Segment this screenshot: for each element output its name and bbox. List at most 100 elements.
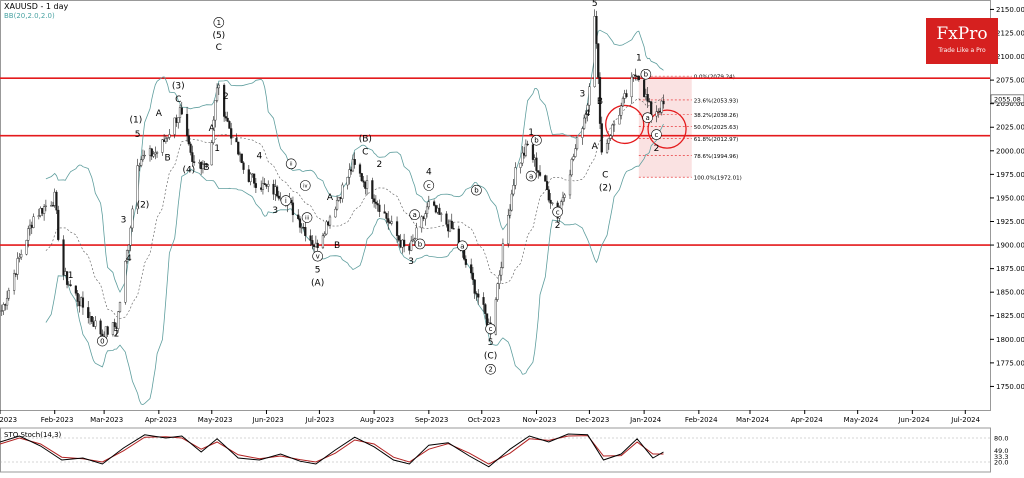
wave-label: 2 (654, 144, 660, 154)
candle-body (537, 170, 540, 173)
candle-body (140, 159, 143, 166)
wave-label: 2 (223, 92, 229, 102)
y-tick-label: 1900.00 (996, 242, 1024, 250)
candle-body (609, 135, 612, 139)
candle-body (350, 169, 353, 172)
candle-body (385, 213, 388, 219)
wave-label: c (489, 325, 493, 333)
candle-body (76, 293, 79, 302)
wave-label-circle (285, 158, 297, 170)
candle-body (55, 191, 58, 211)
candle-body (397, 235, 400, 241)
candle-body (376, 203, 379, 206)
candle-body (501, 243, 505, 268)
candle-body (321, 235, 325, 249)
fib-level-label: 61.8%(2012.97) (694, 137, 739, 143)
indicator-label: BB(20,2.0,2.0) (4, 12, 55, 20)
wave-label: (4) (182, 166, 195, 176)
candle-body (267, 183, 270, 187)
candle-body (164, 138, 167, 142)
candle-body (14, 273, 17, 275)
candle-body (7, 290, 10, 299)
candle-body (334, 208, 337, 218)
candle-body (193, 161, 196, 163)
x-tick-label: Oct-2023 (468, 416, 500, 424)
candle-body (113, 322, 116, 327)
wave-label: B (597, 97, 603, 107)
candle-body (212, 119, 215, 143)
fib-level-label: 50.0%(2025.63) (694, 125, 739, 131)
candle-body (337, 197, 340, 201)
y-tick-label: 1800.00 (996, 336, 1024, 344)
candle-body (240, 153, 243, 164)
wave-label: i (285, 197, 287, 205)
candle-body (32, 216, 35, 228)
candle-body (662, 100, 665, 105)
fxpro-logo: FxPro Trade Like a Pro (926, 18, 998, 64)
x-tick-label: Apr-2023 (145, 416, 177, 424)
x-tick-label: Feb-2024 (685, 416, 718, 424)
candle-body (13, 273, 16, 291)
candle-body (150, 148, 153, 157)
candle-body (600, 123, 603, 153)
wave-label-circle (640, 68, 652, 80)
candle-body (538, 172, 542, 176)
candle-body (643, 79, 646, 97)
candle-body (191, 152, 194, 162)
wave-label: b (474, 187, 479, 195)
candle-body (561, 197, 565, 202)
candle-body (551, 202, 554, 204)
candle-body (67, 284, 70, 286)
candle-body (323, 233, 326, 236)
candle-body (39, 208, 42, 216)
candle-body (302, 227, 305, 229)
candle-body (215, 87, 219, 101)
candle-body (106, 326, 109, 335)
x-tick-label: Jul-2023 (304, 416, 334, 424)
candle-body (498, 274, 501, 284)
candle-body (163, 139, 166, 142)
candle-body (291, 202, 295, 216)
candle-body (200, 162, 203, 170)
sto-signal-line (0, 435, 664, 465)
y-tick-label: 1825.00 (996, 312, 1024, 320)
wave-label: a (645, 114, 649, 122)
candle-body (249, 173, 252, 182)
candle-body (378, 204, 381, 212)
candle-body (43, 206, 46, 214)
candle-body (390, 221, 393, 224)
candle-body (644, 94, 647, 97)
wave-label: A (327, 193, 334, 203)
candle-body (154, 152, 157, 155)
candle-body (235, 138, 238, 143)
wave-label: (B) (359, 135, 372, 145)
candle-body (374, 201, 377, 204)
candle-body (494, 299, 497, 335)
candle-body (325, 221, 328, 235)
candle-body (124, 260, 127, 303)
wave-label: ii (290, 162, 293, 168)
candle-body (588, 86, 591, 106)
candle-body (148, 148, 152, 156)
candle-body (611, 124, 614, 136)
candle-body (189, 143, 192, 153)
wave-label: (A) (311, 279, 324, 289)
candle-body (605, 143, 609, 153)
candle-body (65, 271, 69, 285)
candle-body (547, 189, 550, 201)
wave-label-circle (312, 250, 323, 262)
candle-body (607, 138, 610, 144)
candle-body (201, 164, 205, 170)
candle-body (265, 184, 268, 187)
candle-body (630, 76, 633, 98)
candle-body (395, 221, 399, 236)
candle-body (657, 110, 660, 113)
candle-body (228, 121, 231, 129)
candle-body (413, 238, 416, 241)
wave-label-circle (642, 112, 653, 123)
wave-label: C (362, 148, 368, 158)
y-tick-label: 1875.00 (996, 265, 1024, 273)
candle-body (583, 117, 586, 129)
candle-body (339, 197, 342, 199)
wave-label-circle (525, 170, 537, 182)
